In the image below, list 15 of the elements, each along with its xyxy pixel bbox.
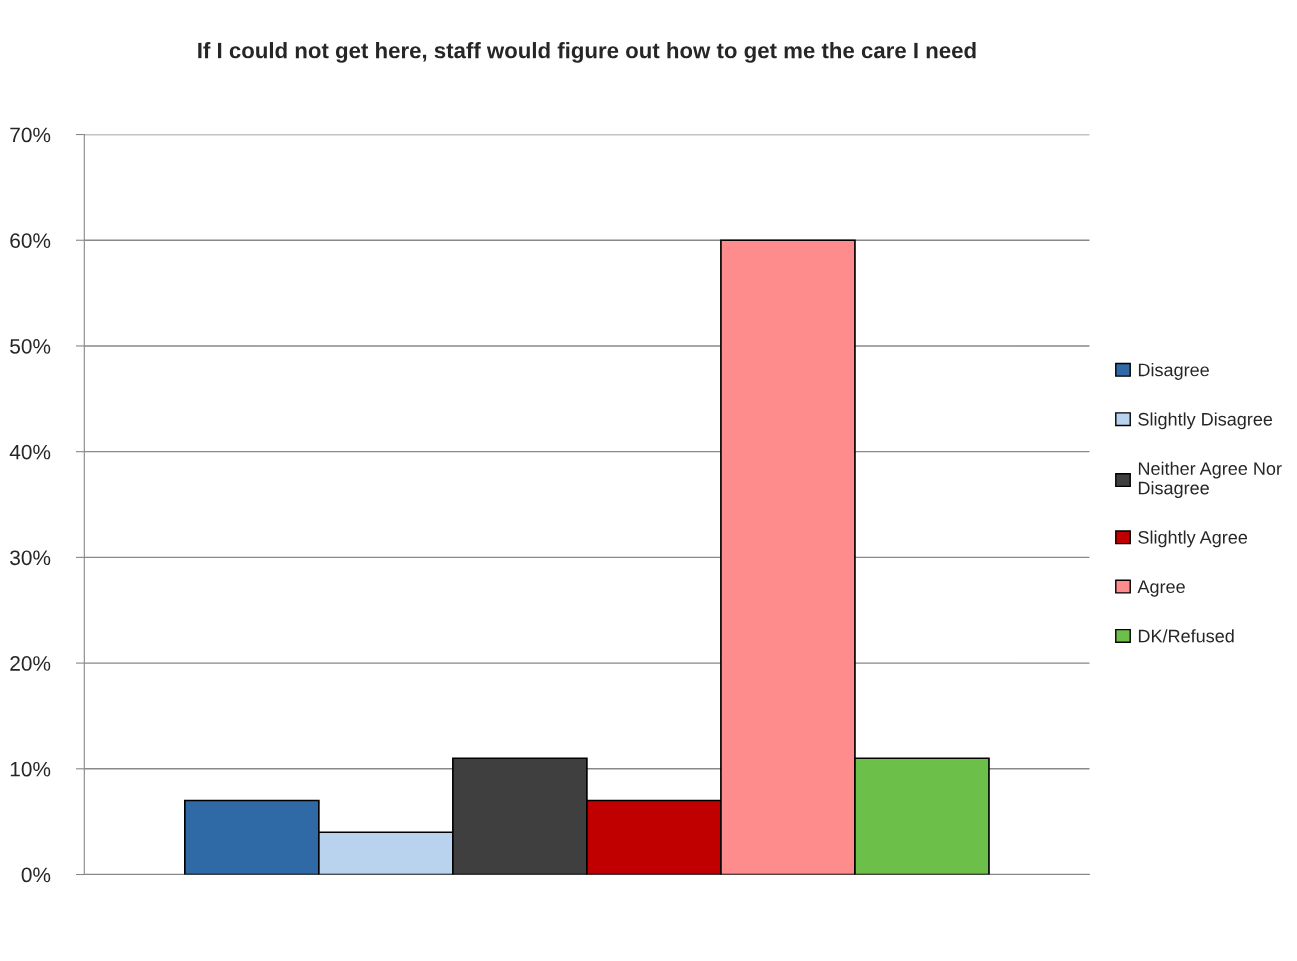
chart-title: If I could not get here, staff would figure out how to get me the care I need [198, 42, 976, 63]
y-tick-label: 20% [10, 656, 51, 671]
legend-label: Neither Agree Nor Disagree [1138, 461, 1282, 498]
y-tick-label: 10% [10, 761, 51, 777]
legend-label: Slightly Agree [1138, 530, 1248, 548]
y-tick-label: 30% [10, 550, 51, 566]
legend-label: Disagree [1138, 363, 1209, 380]
legend-label: Slightly Disagree [1138, 412, 1273, 430]
y-tick-label: 0% [21, 867, 51, 883]
y-tick-label: 40% [9, 444, 51, 460]
legend-label: DK/Refused [1138, 629, 1234, 643]
y-tick-label: 70% [10, 127, 51, 143]
legend-label: Agree [1137, 580, 1185, 597]
y-tick-label: 60% [10, 233, 51, 248]
y-tick-label: 50% [10, 338, 51, 354]
